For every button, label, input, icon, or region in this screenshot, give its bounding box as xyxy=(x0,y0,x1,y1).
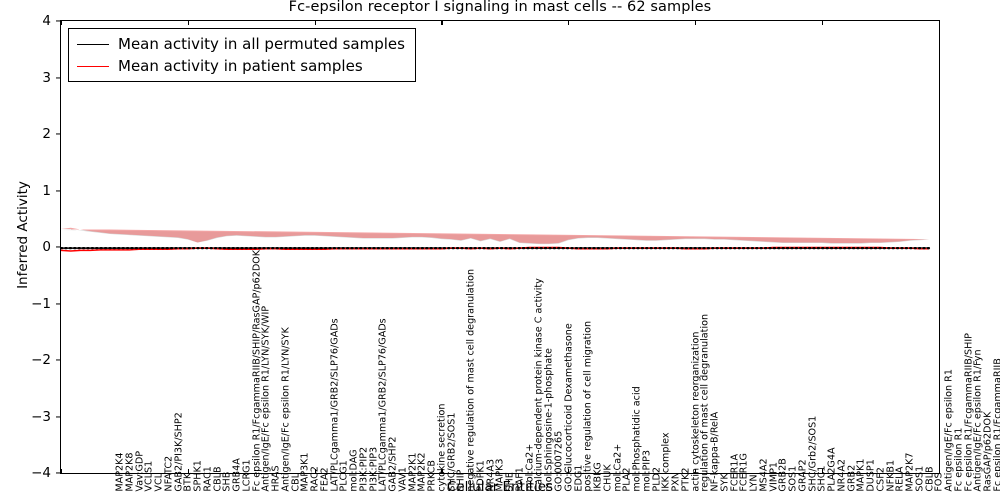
x-axis-label: Cellular Entities xyxy=(446,479,554,495)
y-tick-mark xyxy=(56,472,60,474)
x-tick-label: RasGAP/p62DOK xyxy=(982,412,994,492)
y-tick-label: −3 xyxy=(31,408,51,425)
legend-line-swatch xyxy=(77,43,109,45)
x-tick-label: Antigen/IgE/Fc epsilon R1/Fyn xyxy=(972,349,984,492)
legend-label: Mean activity in patient samples xyxy=(118,57,363,75)
legend-label: Mean activity in all permuted samples xyxy=(118,35,405,53)
plot-area: MAP2K4 MAP2K8 Vav:GDP VCLS1 VCL NFATC2 GAB2/PI… xyxy=(60,20,1000,492)
x-tick-mark xyxy=(568,21,570,25)
legend: Mean activity in all permuted samples Mea… xyxy=(68,28,416,82)
y-tick-label: 2 xyxy=(42,126,51,142)
x-tick-label: Fc epsilon R1 xyxy=(953,428,965,492)
y-tick-mark xyxy=(56,76,60,79)
y-tick-label: 1 xyxy=(42,182,51,199)
y-tick-mark xyxy=(56,359,60,361)
y-tick-mark xyxy=(56,20,60,22)
legend-line-swatch xyxy=(77,65,109,67)
y-tick-mark xyxy=(56,133,60,135)
x-tick-mark xyxy=(314,469,316,473)
y-axis-label: Inferred Activity xyxy=(15,181,31,289)
y-tick-label: −1 xyxy=(31,295,51,312)
patient-mean-line xyxy=(61,246,930,252)
x-tick-mark xyxy=(821,469,824,473)
x-tick-mark xyxy=(187,21,189,25)
legend-item: Mean activity in patient samples xyxy=(77,57,405,75)
x-tick-mark xyxy=(187,469,189,473)
x-tick-mark xyxy=(695,469,697,473)
y-tick-mark xyxy=(56,246,60,248)
x-tick-mark xyxy=(61,21,63,25)
page-title: Fc-epsilon receptor I signaling in mast … xyxy=(288,0,712,15)
y-tick-label: −2 xyxy=(31,352,51,368)
x-tick-mark xyxy=(441,21,443,25)
y-tick-mark xyxy=(56,302,60,305)
y-axis-ticks: −4 −3 −2 −1 0 1 2 3 4 xyxy=(0,13,60,481)
plot-clip xyxy=(61,21,939,473)
y-tick-label: 4 xyxy=(42,13,51,29)
x-tick-label: Fc epsilon R1/FcgammaRIIB/SHIP xyxy=(963,333,975,492)
x-tick-label: Antigen/IgE/Fc epsilon R1 xyxy=(943,369,955,492)
y-tick-mark xyxy=(56,189,60,192)
y-tick-label: 3 xyxy=(42,69,51,86)
x-tick-mark xyxy=(568,469,570,473)
x-tick-mark xyxy=(821,21,824,25)
patient-confidence-band xyxy=(61,227,930,244)
x-tick-label: Fc epsilon R1/FcgammaRIIB xyxy=(992,358,1000,492)
x-tick-mark xyxy=(61,469,63,473)
legend-item: Mean activity in all permuted samples xyxy=(77,35,405,53)
y-tick-mark xyxy=(56,415,60,418)
x-tick-mark xyxy=(314,21,316,25)
series-canvas xyxy=(61,227,931,252)
x-tick-mark xyxy=(441,469,443,473)
y-tick-label: 0 xyxy=(42,239,51,255)
x-tick-mark xyxy=(695,21,697,25)
y-tick-label: −4 xyxy=(31,465,51,481)
